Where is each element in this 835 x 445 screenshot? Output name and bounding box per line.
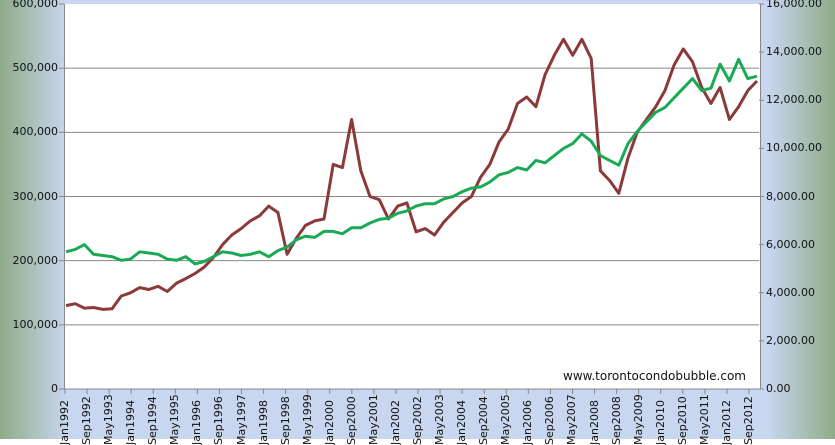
watermark: www.torontocondobubble.com	[563, 369, 746, 383]
right-axis-tick-label: 10,000.00	[766, 141, 822, 155]
left-axis-tick-label: 0	[51, 382, 58, 395]
x-axis-tick-label: Jan2008	[587, 400, 601, 445]
left-axis-tick-label: 500,000	[12, 61, 59, 75]
x-axis-tick-label: May1999	[300, 394, 314, 445]
x-axis-tick-label: Sep2000	[344, 396, 358, 445]
red-series-line	[65, 37, 759, 311]
x-axis-tick-label: May1993	[102, 394, 116, 445]
x-axis-tick-label: Sep1994	[146, 396, 160, 445]
x-axis-tick-label: May2007	[565, 394, 579, 445]
x-axis-tick-label: May2005	[499, 394, 513, 445]
right-axis-tick-label: 2,000.00	[766, 333, 815, 347]
x-axis-tick-label: Sep1996	[212, 396, 226, 445]
right-axis-tick-label: 16,000.00	[766, 0, 822, 10]
x-axis-tick-label: Jan1996	[190, 400, 204, 445]
x-axis-tick-label: Jan1994	[124, 400, 138, 445]
x-axis-tick-label: Sep2012	[741, 396, 755, 445]
x-axis-tick-label: May2009	[631, 394, 645, 445]
right-axis-tick-label: 14,000.00	[766, 45, 822, 59]
x-axis-tick-label: Sep2010	[675, 396, 689, 445]
x-axis-tick-label: May1997	[234, 394, 248, 445]
left-axis-tick-label: 400,000	[12, 125, 59, 139]
right-axis-tick-label: 4,000.00	[766, 285, 815, 299]
x-axis-tick-label: Jan1992	[58, 400, 71, 445]
left-axis-tick-label: 300,000	[12, 189, 59, 203]
x-axis-tick-label: Jan2000	[322, 400, 336, 445]
left-axis-tick-label: 600,000	[12, 0, 59, 10]
x-axis-tick-label: Jan2006	[521, 400, 535, 445]
x-axis-tick-label: Jan2004	[455, 400, 469, 445]
x-axis-tick-label: Sep1998	[278, 396, 292, 445]
green-series-line	[65, 57, 758, 266]
x-axis-tick-label: May2001	[366, 394, 380, 445]
x-axis-tick-label: Jan2010	[653, 400, 667, 445]
x-axis-tick-label: Sep2006	[543, 396, 557, 445]
x-axis-tick-label: May1995	[168, 394, 182, 445]
x-axis-tick-label: Sep2008	[609, 396, 623, 445]
x-axis-tick-label: Sep1992	[80, 396, 94, 445]
x-axis-tick-label: Jan1998	[256, 400, 270, 445]
right-axis-tick-label: 6,000.00	[766, 237, 815, 251]
x-axis-tick-label: Sep2002	[411, 396, 425, 445]
left-axis-tick-label: 100,000	[12, 317, 59, 331]
x-axis-tick-label: Jan2012	[719, 400, 733, 445]
left-axis-tick-label: 200,000	[12, 253, 59, 267]
right-axis-tick-label: 0.00	[766, 382, 791, 395]
x-axis-tick-label: May2003	[433, 394, 447, 445]
x-axis-tick-label: Sep2004	[477, 396, 491, 445]
x-axis-tick-label: Jan2002	[388, 400, 402, 445]
x-axis-tick-label: May2011	[697, 394, 711, 445]
right-axis-tick-label: 12,000.00	[766, 93, 822, 107]
right-axis-tick-label: 8,000.00	[766, 189, 815, 203]
